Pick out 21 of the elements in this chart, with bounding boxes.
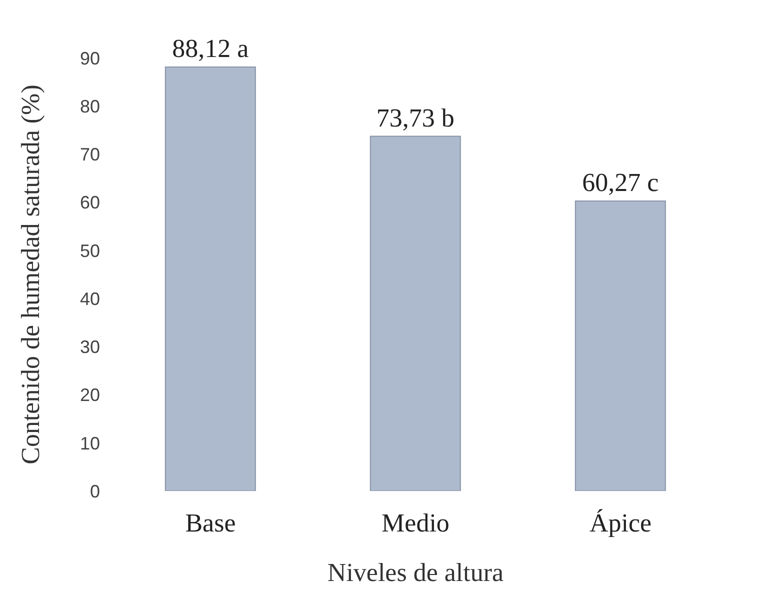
y-tick-label: 0 bbox=[90, 481, 100, 502]
y-tick-label: 20 bbox=[80, 385, 100, 406]
y-tick-label: 40 bbox=[80, 288, 100, 309]
bar bbox=[164, 66, 256, 491]
data-label: 60,27 c bbox=[582, 168, 659, 198]
data-label: 73,73 b bbox=[376, 103, 454, 132]
y-axis-title: Contenido de humedad saturada (%) bbox=[16, 84, 46, 464]
bar bbox=[574, 200, 666, 491]
y-tick-label: 10 bbox=[80, 433, 100, 454]
y-tick-label: 70 bbox=[80, 144, 100, 165]
data-label: 88,12 a bbox=[172, 34, 250, 64]
y-tick-label: 90 bbox=[80, 48, 100, 68]
x-tick-label: Medio bbox=[382, 508, 450, 538]
y-tick-label: 30 bbox=[80, 337, 100, 358]
x-tick-label: Ápice bbox=[589, 508, 652, 538]
y-tick-label: 50 bbox=[80, 240, 100, 261]
y-tick-label: 80 bbox=[80, 96, 100, 116]
x-axis-title: Niveles de altura bbox=[327, 558, 504, 587]
y-tick-label: 60 bbox=[80, 192, 100, 213]
bar bbox=[370, 136, 461, 491]
x-tick-label: Base bbox=[185, 508, 236, 538]
